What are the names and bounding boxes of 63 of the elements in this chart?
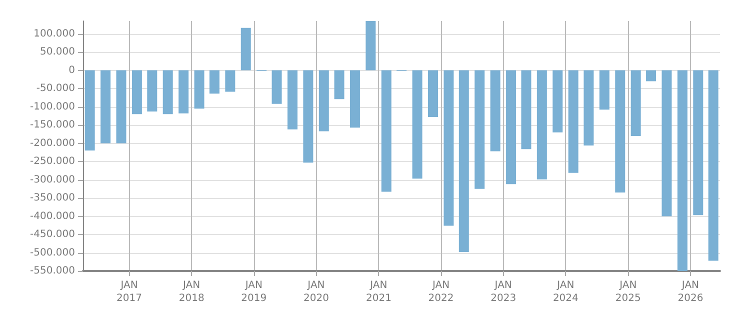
y-tick-label: 50.000 bbox=[40, 46, 75, 58]
y-tick-label: -450.000 bbox=[30, 229, 75, 240]
bar bbox=[630, 70, 641, 136]
bar bbox=[209, 70, 220, 94]
bar bbox=[350, 70, 360, 128]
bar bbox=[521, 70, 532, 150]
bar bbox=[116, 70, 126, 144]
bar bbox=[178, 70, 189, 114]
x-tick-label: JAN 2025 bbox=[615, 280, 641, 304]
bar bbox=[287, 70, 298, 130]
bar bbox=[225, 70, 236, 92]
y-tick-label: 0 bbox=[68, 64, 75, 76]
y-tick-label: -400.000 bbox=[30, 210, 75, 222]
x-tick-label: JAN 2021 bbox=[366, 280, 392, 304]
bar bbox=[708, 70, 718, 261]
y-tick-label: -100.000 bbox=[30, 101, 75, 112]
bar bbox=[194, 70, 204, 109]
y-tick-label: -300.000 bbox=[30, 174, 75, 186]
y-tick-label: -500.000 bbox=[30, 247, 75, 258]
y-tick-label: -250.000 bbox=[30, 156, 75, 168]
bar bbox=[552, 70, 563, 132]
x-tick-label: JAN 2019 bbox=[241, 280, 267, 304]
bar bbox=[100, 70, 111, 144]
y-tick-label: -50.000 bbox=[36, 83, 75, 94]
x-tick-label: JAN 2022 bbox=[428, 280, 454, 304]
y-tick-label: 100.000 bbox=[34, 28, 75, 40]
bar bbox=[381, 70, 392, 192]
bar bbox=[272, 70, 282, 104]
bar bbox=[662, 70, 672, 216]
bar bbox=[412, 70, 422, 179]
bar bbox=[536, 70, 547, 180]
y-tick-label: -150.000 bbox=[30, 120, 75, 131]
y-tick-label: -200.000 bbox=[30, 138, 75, 149]
bar bbox=[84, 70, 95, 151]
bar bbox=[474, 70, 485, 189]
bar bbox=[458, 70, 469, 252]
y-tick-label: -550.000 bbox=[30, 266, 75, 276]
bar bbox=[568, 70, 578, 173]
bar bbox=[303, 70, 314, 163]
x-tick-label: JAN 2023 bbox=[490, 280, 516, 304]
x-tick-label: JAN 2024 bbox=[552, 280, 578, 304]
x-tick-label: JAN 2026 bbox=[678, 280, 704, 304]
bar bbox=[584, 70, 594, 146]
x-tick-label: JAN 2020 bbox=[303, 280, 329, 304]
bar bbox=[366, 21, 376, 70]
bar bbox=[147, 70, 158, 112]
bar bbox=[599, 70, 610, 110]
bar bbox=[132, 70, 142, 114]
bar bbox=[162, 70, 173, 114]
x-tick-label: JAN 2017 bbox=[116, 280, 142, 304]
bar bbox=[444, 70, 454, 226]
bar bbox=[428, 70, 438, 117]
x-tick-label: JAN 2018 bbox=[178, 280, 204, 304]
bar bbox=[677, 70, 688, 271]
bar bbox=[334, 70, 344, 100]
bar bbox=[240, 28, 251, 70]
bar bbox=[506, 70, 516, 184]
bar bbox=[615, 70, 626, 193]
bar bbox=[646, 70, 656, 82]
bar bbox=[318, 70, 329, 132]
bar bbox=[693, 70, 704, 216]
bar bbox=[490, 70, 500, 152]
y-tick-label: -350.000 bbox=[30, 192, 75, 204]
